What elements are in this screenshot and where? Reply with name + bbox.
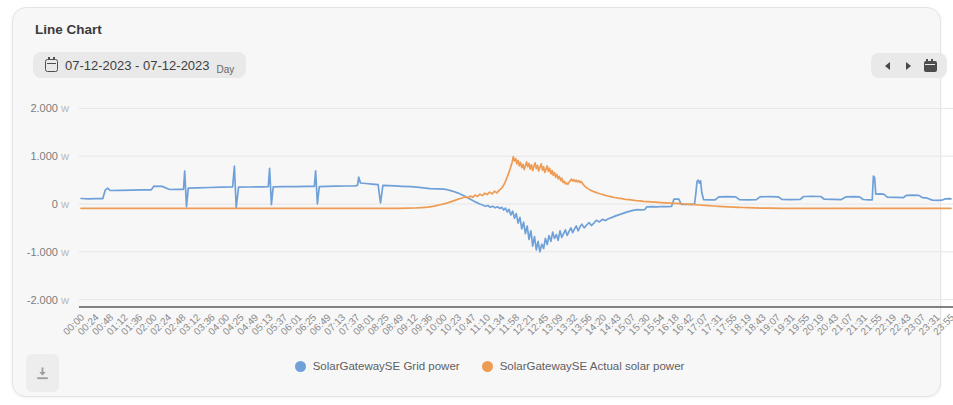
svg-text:1.000W: 1.000W [30,150,69,162]
page: Line Chart 07-12-2023 - 07-12-2023 Day 2… [0,0,953,405]
legend-label-grid-power: SolarGatewaySE Grid power [313,360,460,372]
svg-text:2.000W: 2.000W [30,102,69,114]
svg-text:-1.000W: -1.000W [27,246,69,258]
grid-power-dot-icon [295,361,306,372]
legend-item-solar-power[interactable]: SolarGatewaySE Actual solar power [482,360,685,372]
legend-label-solar-power: SolarGatewaySE Actual solar power [500,360,685,372]
legend-item-grid-power[interactable]: SolarGatewaySE Grid power [295,360,460,372]
solar-power-dot-icon [482,361,493,372]
svg-text:0W: 0W [52,198,69,210]
line-chart[interactable]: 2.000W1.000W0W-1.000W-2.000W00:0000:2400… [13,8,953,405]
svg-text:-2.000W: -2.000W [27,294,69,306]
chart-card: Line Chart 07-12-2023 - 07-12-2023 Day 2… [12,7,941,397]
legend: SolarGatewaySE Grid power SolarGatewaySE… [13,360,953,372]
